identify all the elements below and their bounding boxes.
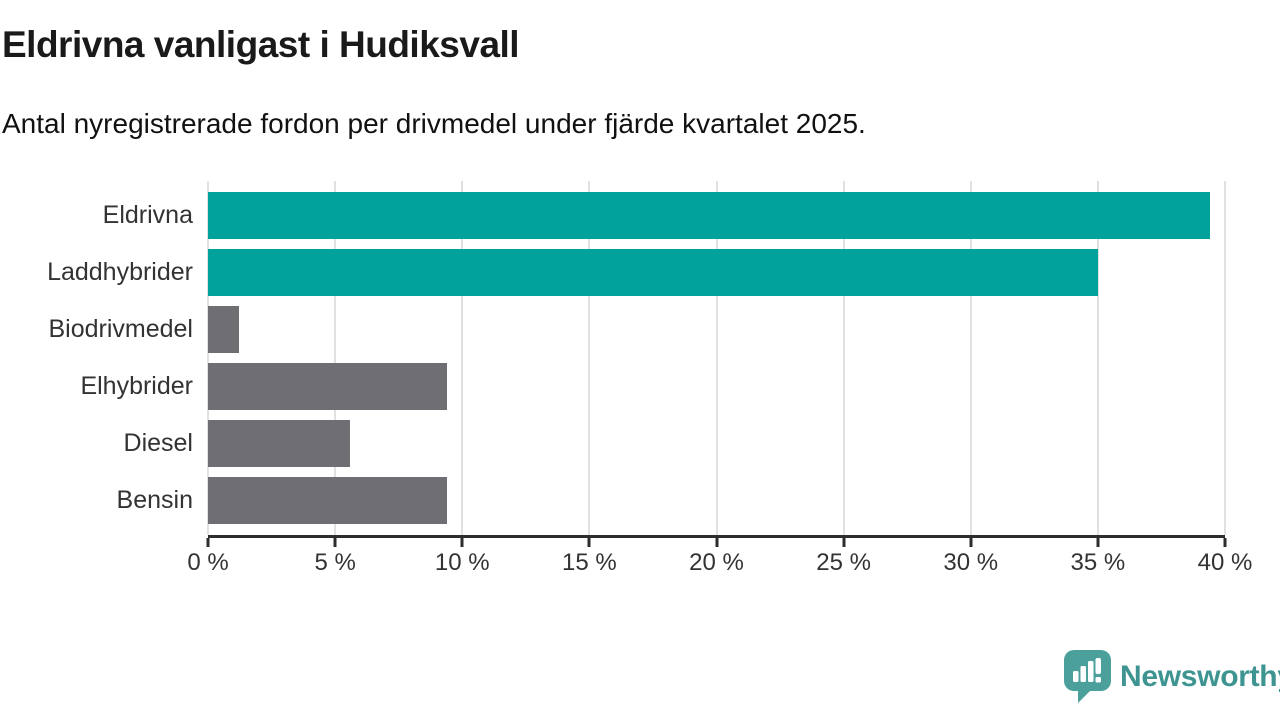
x-tick-mark [460,538,464,547]
newsworthy-logo-icon [1064,650,1111,703]
gridline [969,181,972,535]
chart-title: Eldrivna vanligast i Hudiksvall [2,24,520,65]
x-tick-mark [206,538,210,547]
x-tick-label: 25 % [816,549,871,576]
y-label-elhybrider: Elhybrider [80,372,193,400]
bar-eldrivna [208,192,1210,239]
plot-area [207,181,1226,538]
x-tick-label: 5 % [314,549,356,576]
bar-row [208,187,1225,244]
bar-elhybrider [208,363,447,410]
x-tick-mark [333,538,337,547]
x-tick-mark [842,538,846,547]
y-label-diesel: Diesel [123,429,193,457]
x-tick-label: 10 % [434,549,490,576]
x-tick-label: 20 % [689,549,744,576]
y-label-laddhybrider: Laddhybrider [47,258,193,286]
gridline [588,181,591,535]
bar-row [208,301,1225,358]
gridline [334,181,337,535]
bar-laddhybrider [208,249,1098,296]
x-tick-label: 35 % [1070,549,1126,576]
gridline [715,181,718,535]
y-label-eldrivna: Eldrivna [102,201,193,229]
gridline [461,181,464,535]
x-tick-mark [1096,538,1100,547]
gridline [1096,181,1099,535]
newsworthy-logo-text: Newsworthy [1120,659,1280,693]
x-tick-mark [587,538,591,547]
y-label-biodrivmedel: Biodrivmedel [48,315,193,343]
chart-subtitle: Antal nyregistrerade fordon per drivmede… [2,108,866,139]
y-label-bensin: Bensin [116,486,193,514]
x-tick-label: 0 % [187,549,229,576]
x-tick-label: 15 % [562,549,617,576]
bar-row [208,415,1225,472]
x-tick-mark [969,538,973,547]
x-tick-mark [1223,538,1227,547]
gridline [207,181,209,535]
x-tick-label: 40 % [1197,549,1253,576]
gridline [1224,181,1226,535]
gridline [842,181,845,535]
bars-container [208,181,1225,535]
bar-bensin [208,477,447,524]
x-axis: 0 % 5 % 10 % 15 % 20 % 25 % 30 % 35 % 40 % [187,538,1252,583]
bar-diesel [208,420,351,467]
bar-biodrivmedel [208,306,239,353]
newsworthy-logo: Newsworthy [1064,650,1280,703]
x-tick-label: 30 % [943,549,999,576]
bar-row [208,358,1225,415]
y-axis-labels: Eldrivna Laddhybrider Biodrivmedel Elhybrid… [0,181,193,535]
bar-row [208,472,1225,529]
bar-row [208,244,1225,301]
x-tick-mark [715,538,718,547]
